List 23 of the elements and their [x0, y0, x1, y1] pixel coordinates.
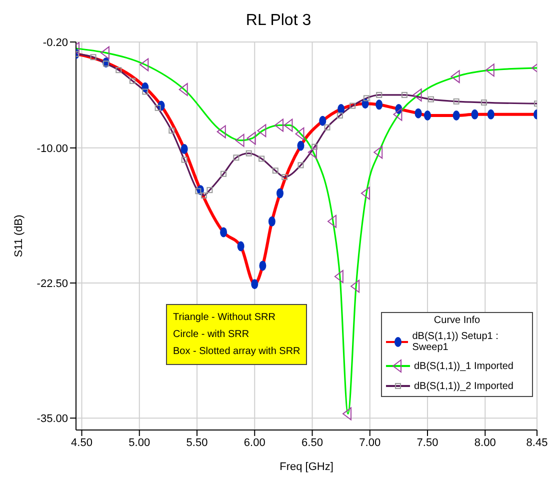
annotation: Triangle - Without SRR — [173, 311, 276, 325]
chart-title: RL Plot 3 — [244, 12, 312, 30]
x-tick-label: 6.00 — [244, 436, 266, 449]
x-tick-label: 7.00 — [359, 436, 381, 449]
x-tick-label: 6.50 — [302, 436, 323, 449]
legend-label: dB(S(1,1))_1 Imported — [414, 360, 514, 372]
annotation: Circle - with SRR — [173, 328, 250, 342]
x-tick-label: 4.50 — [71, 436, 92, 449]
annotation: Box - Slotted array with SRR — [173, 345, 300, 359]
y-tick-label: -35.00 — [36, 413, 68, 426]
x-tick-label: 8.00 — [474, 436, 496, 449]
y-tick-label: -0.20 — [42, 36, 68, 49]
y-tick-label: -10.00 — [36, 142, 68, 155]
legend-label: dB(S(1,1)) Setup1 : Sweep1 — [412, 331, 500, 353]
y-axis-title: S11 (dB) — [12, 214, 25, 258]
x-tick-label: 5.00 — [128, 436, 150, 449]
y-tick-label: -22.50 — [36, 278, 68, 290]
x-axis-title: Freq [GHz] — [280, 461, 334, 473]
x-tick-label: 8.45 — [526, 436, 548, 449]
legend-label: dB(S(1,1))_2 Imported — [414, 380, 514, 392]
legend-title: Curve Info — [432, 314, 482, 328]
x-tick-label: 5.50 — [186, 436, 208, 449]
x-tick-label: 7.50 — [416, 436, 438, 449]
